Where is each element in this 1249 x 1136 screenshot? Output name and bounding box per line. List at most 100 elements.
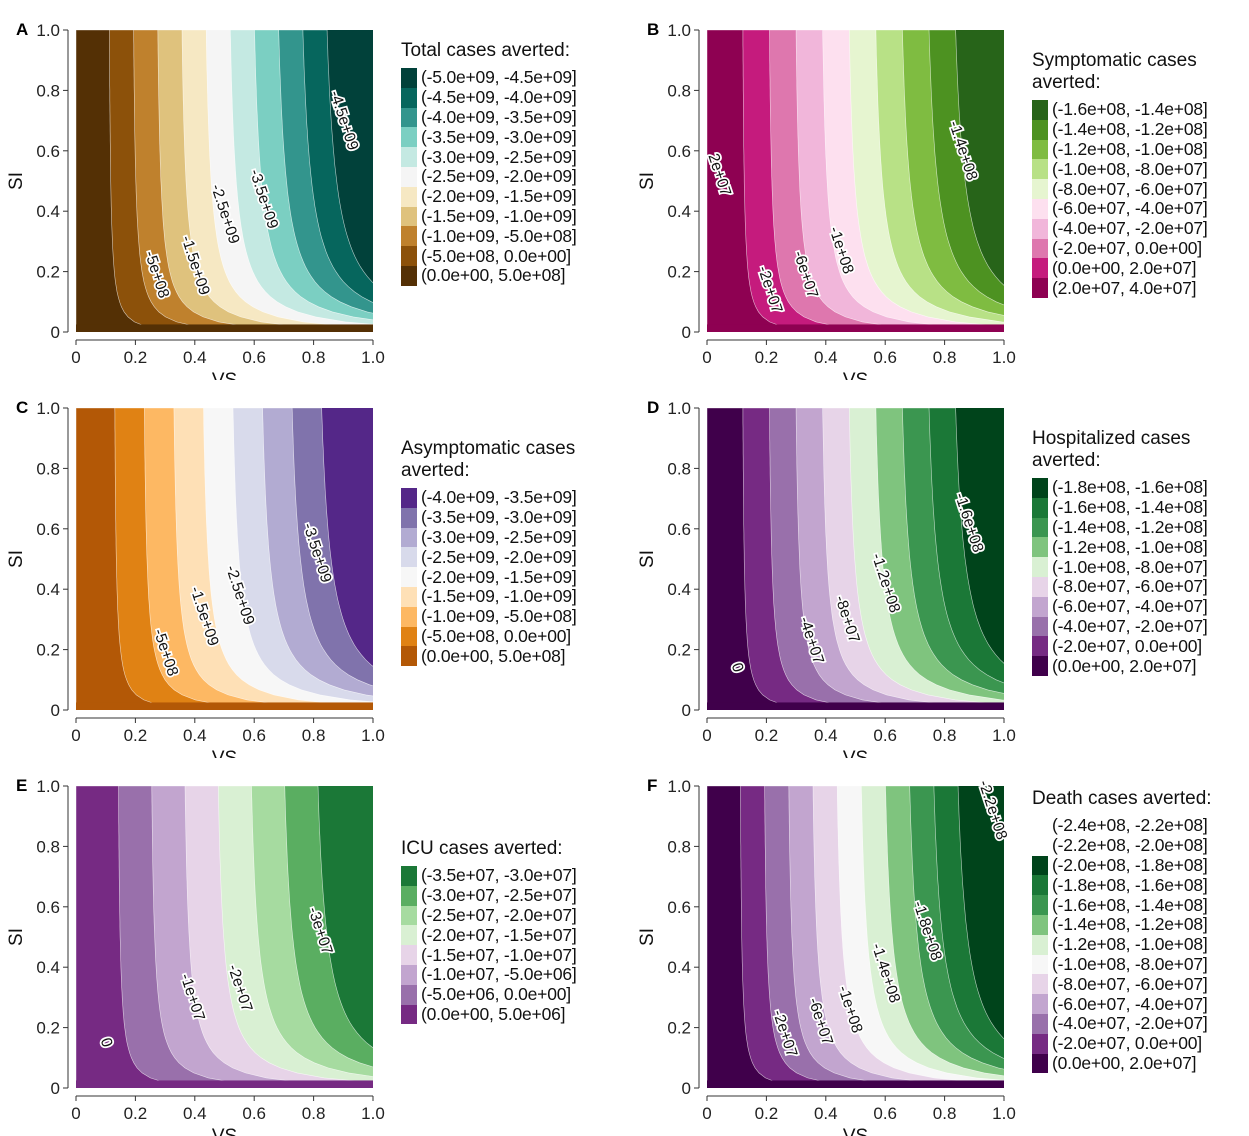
x-tick-label: 0.8 xyxy=(302,348,326,367)
legend-swatch xyxy=(1032,1033,1048,1054)
x-tick-label: 1.0 xyxy=(992,726,1016,745)
legend-item: (-4.0e+07, -2.0e+07] xyxy=(1032,1013,1249,1034)
y-tick-label: 0 xyxy=(51,1079,60,1098)
legend-item: (-4.0e+09, -3.5e+09] xyxy=(401,107,631,128)
legend-item: (-1.5e+07, -1.0e+07] xyxy=(401,945,631,965)
legend-swatch xyxy=(1032,198,1048,219)
legend-swatch xyxy=(401,547,417,568)
legend-item: (-3.0e+07, -2.5e+07] xyxy=(401,885,631,906)
legend-item: (-1.6e+08, -1.4e+08] xyxy=(1032,99,1249,120)
legend-label: (-1.0e+09, -5.0e+08] xyxy=(421,225,577,246)
legend-item: (-5.0e+08, 0.0e+00] xyxy=(401,625,631,647)
legend: ICU cases averted: (-3.5e+07, -3.0e+07] (-… xyxy=(401,838,631,1025)
legend-swatch xyxy=(1032,537,1048,558)
legend-label: (-3.0e+07, -2.5e+07] xyxy=(421,885,577,906)
legend-swatch xyxy=(1032,895,1048,915)
y-tick-label: 1.0 xyxy=(667,777,691,796)
legend-item: (0.0e+00, 2.0e+07] xyxy=(1032,656,1249,676)
x-axis-title: VS xyxy=(843,1126,868,1136)
legend-item: (-1.0e+09, -5.0e+08] xyxy=(401,606,631,627)
legend-label: (-1.6e+08, -1.4e+08] xyxy=(1052,99,1208,120)
band-fill xyxy=(76,324,373,332)
legend-label: (-4.0e+07, -2.0e+07] xyxy=(1052,615,1208,636)
legend-item: (-5.0e+09, -4.5e+09] xyxy=(401,67,631,88)
band-fill xyxy=(707,786,969,1088)
legend-item: (-1.0e+09, -5.0e+08] xyxy=(401,225,631,247)
legend-label: (-2.0e+09, -1.5e+09] xyxy=(421,186,577,207)
legend-label: (0.0e+00, 2.0e+07] xyxy=(1052,655,1197,676)
legend-label: (-1.0e+08, -8.0e+07] xyxy=(1052,556,1208,577)
x-tick-label: 0.6 xyxy=(873,348,897,367)
x-tick-label: 0.4 xyxy=(814,726,838,745)
legend-label: (0.0e+00, 5.0e+06] xyxy=(421,1003,566,1024)
legend-swatch xyxy=(1032,238,1048,259)
legend-item: (-1.0e+07, -5.0e+06] xyxy=(401,964,631,985)
panel-A: 00.20.40.60.81.000.20.40.60.81.0VSSIA-5e… xyxy=(0,10,577,380)
x-tick-label: 0.4 xyxy=(814,1104,838,1123)
legend-swatch xyxy=(401,567,417,587)
x-tick-label: 0.4 xyxy=(183,348,207,367)
legend-swatch xyxy=(1032,616,1048,637)
x-tick-label: 0.6 xyxy=(242,1104,266,1123)
y-tick-label: 1.0 xyxy=(667,399,691,418)
legend-swatch xyxy=(401,265,417,286)
panel-letter: E xyxy=(16,776,27,795)
contour-plot-E: 00.20.40.60.81.000.20.40.60.81.0VSSIE0-1… xyxy=(6,776,385,1136)
legend-label: (-2.2e+08, -2.0e+08] xyxy=(1052,835,1208,856)
legend-label: (-2.0e+07, 0.0e+00] xyxy=(1052,237,1202,258)
legend-item: (-2.0e+07, 0.0e+00] xyxy=(1032,1033,1249,1054)
legend-label: (-1.8e+08, -1.6e+08] xyxy=(1052,874,1208,895)
legend-item: (-6.0e+07, -4.0e+07] xyxy=(1032,994,1249,1014)
legend-item: (-3.5e+07, -3.0e+07] xyxy=(401,865,631,886)
x-tick-label: 0 xyxy=(702,1104,711,1123)
legend-swatch xyxy=(401,885,417,906)
x-tick-label: 0 xyxy=(702,348,711,367)
y-tick-label: 0.6 xyxy=(36,142,60,161)
axes: 0 0.2 0.4 0.6 0.8 1.0 0 0.2 0.4 0.6 0.8 1.0 xyxy=(36,777,384,1123)
legend-label: (-5.0e+08, 0.0e+00] xyxy=(421,625,571,646)
legend-title: Death cases averted: xyxy=(1032,788,1212,809)
legend-item: (-3.0e+09, -2.5e+09] xyxy=(401,527,631,548)
y-tick-label: 0.2 xyxy=(36,641,60,660)
y-tick-label: 0 xyxy=(51,323,60,342)
y-tick-label: 0.4 xyxy=(667,202,691,221)
legend-swatch xyxy=(401,507,417,528)
legend-item: (-2.5e+07, -2.0e+07] xyxy=(401,905,631,926)
x-tick-label: 0.6 xyxy=(242,726,266,745)
legend-item: (-4.0e+07, -2.0e+07] xyxy=(1032,615,1249,637)
legend-swatch xyxy=(401,186,417,207)
legend-label: (-1.0e+07, -5.0e+06] xyxy=(421,964,577,985)
legend-swatch xyxy=(1032,139,1048,160)
band-fill xyxy=(707,30,822,332)
legend-swatch xyxy=(401,1004,417,1025)
y-tick-label: 0 xyxy=(682,1079,691,1098)
legend-label: (-4.0e+07, -2.0e+07] xyxy=(1052,1013,1208,1034)
legend-item: (-8.0e+07, -6.0e+07] xyxy=(1032,179,1249,199)
y-tick-label: 0.8 xyxy=(667,81,691,100)
legend-label: (-2.0e+07, 0.0e+00] xyxy=(1052,635,1202,656)
legend-swatch xyxy=(1032,656,1048,676)
panel-letter: B xyxy=(647,20,659,39)
legend-label: (-2.5e+09, -2.0e+09] xyxy=(421,546,577,567)
y-tick-label: 0 xyxy=(682,701,691,720)
legend: Hospitalized cases averted: (-1.8e+08, -1… xyxy=(1032,428,1249,676)
legend-swatch xyxy=(1032,159,1048,180)
y-tick-label: 0.2 xyxy=(667,263,691,282)
legend-item: (-1.0e+08, -8.0e+07] xyxy=(1032,557,1249,577)
legend-item: (-1.2e+08, -1.0e+08] xyxy=(1032,537,1249,558)
legend-item: (0.0e+00, 5.0e+08] xyxy=(401,265,631,286)
legend-label: (-1.5e+07, -1.0e+07] xyxy=(421,944,577,965)
legend-label: (-8.0e+07, -6.0e+07] xyxy=(1052,178,1208,199)
legend-swatch xyxy=(401,87,417,108)
legend-item: (-1.2e+08, -1.0e+08] xyxy=(1032,139,1249,160)
legend: Death cases averted: (-2.4e+08, -2.2e+08]… xyxy=(1032,788,1249,1074)
legend-item: (-3.5e+09, -3.0e+09] xyxy=(401,127,631,148)
x-axis-title: VS xyxy=(843,748,868,758)
y-tick-label: 0.4 xyxy=(36,580,60,599)
legend-item: (-2.0e+08, -1.8e+08] xyxy=(1032,855,1249,876)
y-axis-title: SI xyxy=(637,928,658,946)
legend-label: (-4.0e+07, -2.0e+07] xyxy=(1052,218,1208,239)
y-tick-label: 0.6 xyxy=(667,520,691,539)
legend-item: (-6.0e+07, -4.0e+07] xyxy=(1032,198,1249,219)
axes: 0 0.2 0.4 0.6 0.8 1.0 0 0.2 0.4 0.6 0.8 1.0 xyxy=(667,777,1015,1123)
